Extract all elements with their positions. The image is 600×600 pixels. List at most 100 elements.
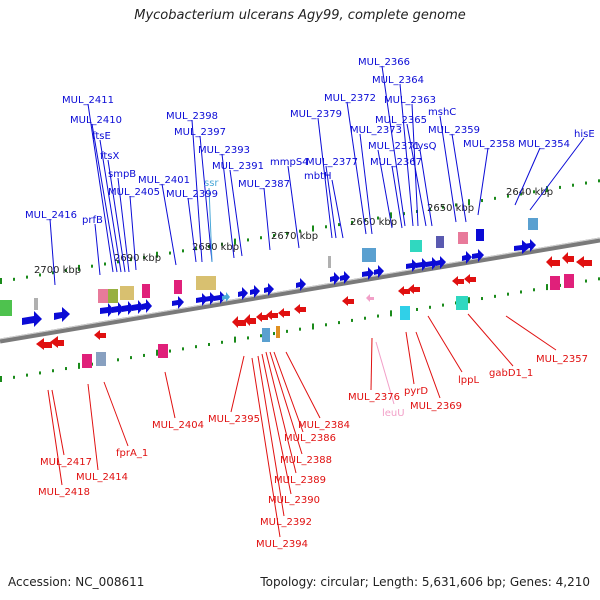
gene-arrow (278, 308, 290, 318)
scale-tick (104, 262, 106, 266)
gene-label: MUL_2389 (274, 475, 326, 486)
scale-tick (494, 294, 496, 298)
gene-arrow (436, 256, 446, 269)
scale-tick (481, 297, 483, 301)
gene-label: MUL_2404 (152, 420, 204, 431)
top-leader-lines (49, 65, 585, 286)
gene-arrow (464, 274, 476, 284)
scale-tick (585, 181, 587, 185)
gene-label: MUL_2364 (372, 75, 424, 86)
cog-box (328, 256, 331, 268)
scale-tick (156, 349, 158, 356)
cog-box (158, 344, 168, 358)
gene-label: MUL_2369 (410, 401, 462, 412)
gene-arrow (452, 276, 464, 286)
scale-tick (364, 218, 366, 222)
gene-label: ssr (204, 178, 219, 189)
scale-tick (520, 192, 522, 196)
gene-arrow (330, 272, 340, 285)
gene-arrow (426, 257, 438, 270)
scale-tick (169, 251, 171, 255)
scale-tick (585, 279, 587, 283)
scale-tick (130, 258, 132, 262)
scale-tick (546, 284, 548, 291)
gene-arrow (294, 304, 306, 314)
scale-label-2670: 2670 kbp (271, 231, 318, 242)
bottom-leader-lines (47, 313, 557, 538)
scale-tick (507, 194, 509, 198)
gene-label: MUL_2379 (290, 109, 342, 120)
scale-tick (442, 303, 444, 307)
scale-tick (299, 229, 301, 233)
scale-tick (546, 186, 548, 193)
gene-arrow (514, 240, 530, 254)
scale-tick (312, 323, 314, 330)
scale-tick (39, 273, 41, 277)
gene-arrow (22, 311, 42, 327)
gene-arrow (462, 251, 472, 264)
scale-tick (0, 278, 2, 284)
gene-label: MUL_2357 (536, 354, 588, 365)
scale-label-2690: 2690 kbp (114, 253, 161, 264)
cog-box (476, 229, 484, 241)
cog-box (458, 232, 468, 244)
gene-arrow (238, 287, 248, 300)
cog-box (400, 306, 410, 320)
scale-label-2700: 2700 kbp (34, 265, 81, 276)
gene-label: MUL_2377 (306, 157, 358, 168)
gene-label: ftsE (92, 131, 111, 142)
scale-tick (273, 332, 275, 336)
scale-tick (78, 264, 80, 271)
page-title: Mycobacterium ulcerans Agy99, complete g… (134, 8, 466, 23)
gene-label: MUL_2372 (324, 93, 376, 104)
scale-label-2680: 2680 kbp (192, 242, 239, 253)
cog-box (82, 354, 92, 368)
scale-tick (351, 220, 353, 224)
scale-tick (143, 255, 145, 259)
gene-label: leuU (382, 408, 405, 419)
gene-arrow (416, 258, 428, 271)
gene-arrow (266, 310, 278, 320)
gene-arrow (222, 292, 230, 302)
bottom-gene-labels: MUL_2417 MUL_2418 MUL_2414 fprA_1 MUL_24… (38, 354, 588, 550)
gene-label: MUL_2365 (375, 115, 427, 126)
cog-box (436, 236, 444, 248)
scale-tick (52, 271, 54, 275)
gene-label: MUL_2401 (138, 175, 190, 186)
scale-tick (117, 358, 119, 362)
scale-tick (507, 292, 509, 296)
scale-dots-upper (0, 179, 600, 284)
gene-arrow (100, 303, 114, 317)
gene-label: MUL_2392 (260, 517, 312, 528)
scale-tick (13, 277, 15, 281)
scale-tick (234, 238, 236, 245)
scale-tick (377, 314, 379, 318)
scale-tick (364, 316, 366, 320)
gene-label: prfB (82, 215, 103, 226)
gene-label: gabD1_1 (489, 368, 533, 379)
scale-tick (143, 353, 145, 357)
cog-box (174, 280, 182, 294)
cog-box (108, 289, 118, 303)
scale-tick (312, 225, 314, 232)
scale-tick (39, 371, 41, 375)
gene-label: MUL_2367 (370, 157, 422, 168)
scale-tick (195, 247, 197, 251)
scale-tick (130, 356, 132, 360)
gene-arrow (112, 302, 124, 316)
scale-tick (91, 264, 93, 268)
scale-tick (52, 369, 54, 373)
genome-summary: Topology: circular; Length: 5,631,606 bp… (260, 575, 590, 589)
scale-tick (260, 334, 262, 338)
gene-arrow (256, 312, 268, 322)
gene-label: MUL_2384 (298, 420, 350, 431)
scale-tick (468, 199, 470, 206)
gene-arrow (374, 265, 384, 278)
gene-label: MUL_2414 (76, 472, 128, 483)
gene-arrow (36, 338, 52, 350)
scale-tick (455, 203, 457, 207)
scale-tick (468, 297, 470, 304)
cog-box (410, 240, 422, 252)
gene-label: mbtH (304, 171, 332, 182)
scale-tick (442, 205, 444, 209)
